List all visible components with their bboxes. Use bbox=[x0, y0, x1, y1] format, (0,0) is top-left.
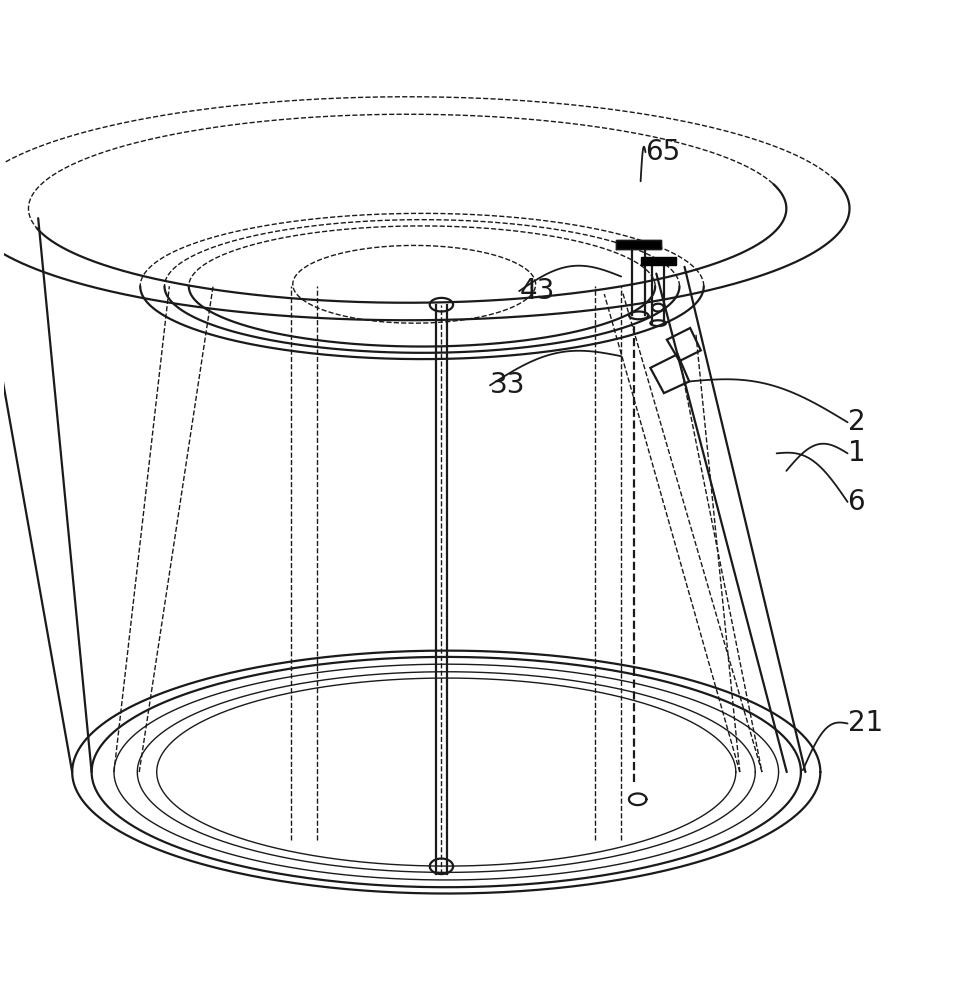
Text: 6: 6 bbox=[848, 488, 865, 516]
Text: 21: 21 bbox=[848, 709, 883, 737]
Text: 65: 65 bbox=[646, 138, 681, 166]
Polygon shape bbox=[641, 257, 675, 265]
Text: 2: 2 bbox=[848, 408, 865, 436]
Polygon shape bbox=[616, 240, 662, 249]
Text: 1: 1 bbox=[848, 439, 865, 467]
Text: 33: 33 bbox=[490, 371, 525, 399]
Text: 43: 43 bbox=[519, 277, 555, 305]
